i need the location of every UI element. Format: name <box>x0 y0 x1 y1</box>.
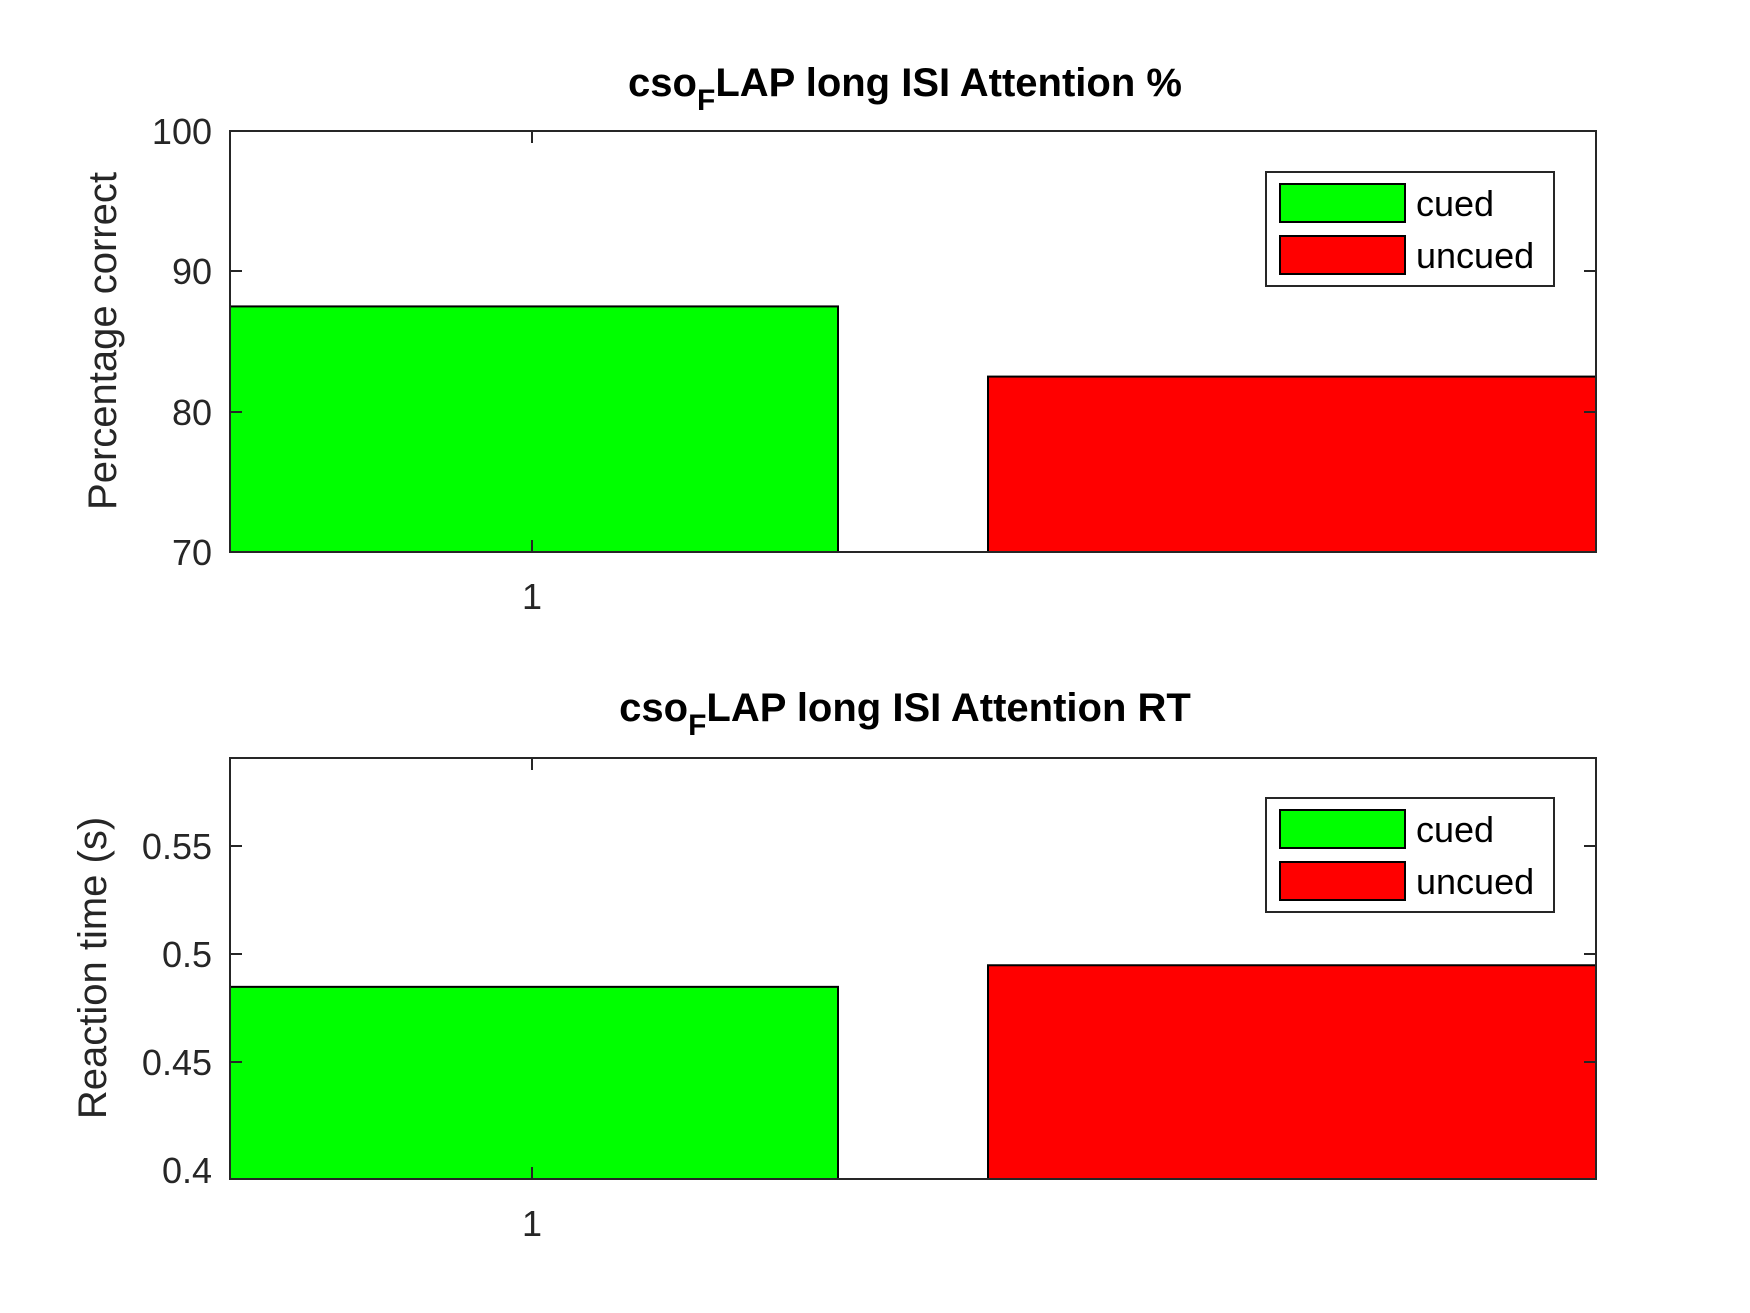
bar-cued <box>229 985 839 1180</box>
plot-area <box>229 757 1597 1180</box>
legend-swatch-cued <box>1279 809 1406 849</box>
y-tick-label: 0.5 <box>162 934 212 975</box>
y-tick-label: 0.55 <box>142 826 212 867</box>
legend-swatch-uncued <box>1279 861 1406 901</box>
y-tick-label: 0.45 <box>142 1042 212 1083</box>
plot-area <box>229 130 1597 553</box>
y-tick-label: 90 <box>172 251 212 292</box>
x-tick-label: 1 <box>522 1203 542 1244</box>
bar-uncued <box>987 964 1597 1180</box>
legend: cued uncued <box>1265 797 1555 913</box>
legend-swatch-cued <box>1279 183 1406 223</box>
y-axis-label: Reaction time (s) <box>71 817 115 1119</box>
chart-panel-accuracy: csoFLAP long ISI Attention % 70 80 90 10… <box>81 61 1597 617</box>
chart-title: csoFLAP long ISI Attention % <box>628 61 1182 117</box>
legend: cued uncued <box>1265 171 1555 287</box>
chart-title: csoFLAP long ISI Attention RT <box>619 686 1191 742</box>
y-axis-label: Percentage correct <box>81 172 125 510</box>
y-tick-label: 70 <box>172 532 212 573</box>
legend-label-uncued: uncued <box>1416 861 1534 902</box>
x-tick-label: 1 <box>522 576 542 617</box>
bars <box>229 964 1597 1180</box>
y-tick-label: 100 <box>152 111 212 152</box>
y-tick-label: 0.4 <box>162 1150 212 1191</box>
legend-label-cued: cued <box>1416 809 1494 850</box>
legend-label-uncued: uncued <box>1416 235 1534 276</box>
legend-swatch-uncued <box>1279 235 1406 275</box>
legend-label-cued: cued <box>1416 183 1494 224</box>
chart-panel-reaction-time: csoFLAP long ISI Attention RT 0.4 0.45 0… <box>71 686 1597 1244</box>
y-tick-label: 80 <box>172 392 212 433</box>
bar-cued <box>229 305 839 553</box>
bars <box>229 305 1597 554</box>
bar-uncued <box>987 375 1597 554</box>
